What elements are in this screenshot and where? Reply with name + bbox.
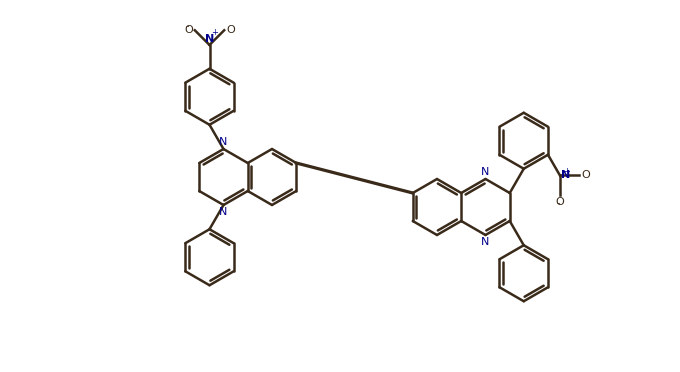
Text: N: N (481, 167, 490, 177)
Text: +: + (564, 167, 571, 176)
Text: -: - (556, 198, 560, 208)
Text: O: O (581, 170, 590, 180)
Text: -: - (185, 21, 188, 31)
Text: +: + (211, 28, 218, 37)
Text: O: O (556, 197, 564, 207)
Text: O: O (226, 25, 235, 35)
Text: N: N (481, 237, 490, 247)
Text: N: N (220, 137, 228, 147)
Text: O: O (184, 25, 193, 35)
Text: N: N (205, 34, 214, 44)
Text: N: N (561, 170, 570, 180)
Text: N: N (220, 207, 228, 217)
